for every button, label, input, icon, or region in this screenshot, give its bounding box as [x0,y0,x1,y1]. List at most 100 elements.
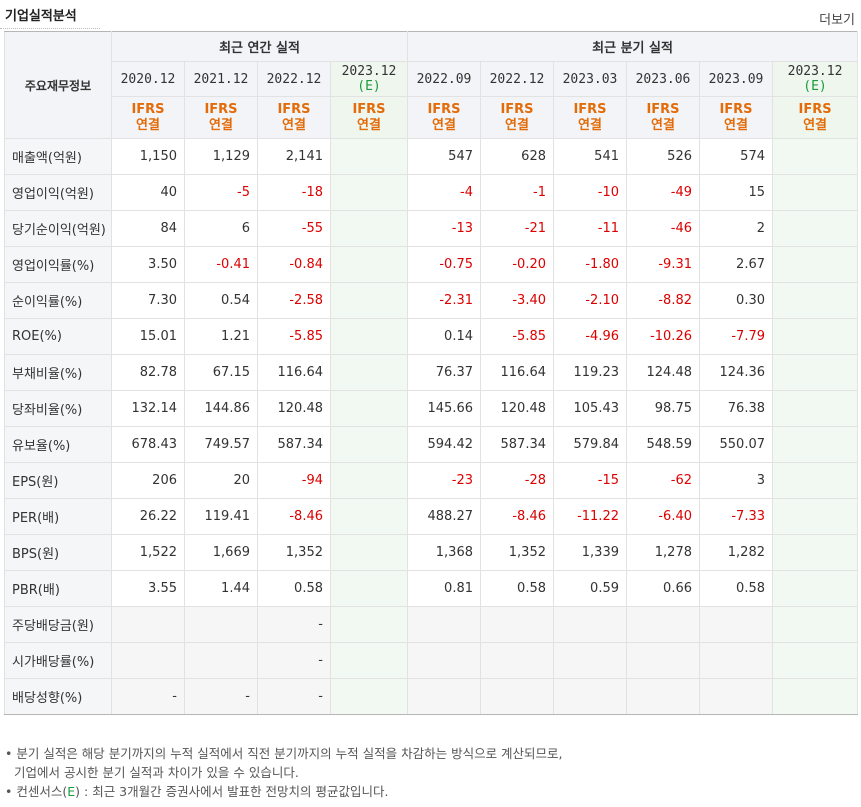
value-cell: 206 [111,462,185,499]
value-cell: -5.85 [257,318,331,355]
consolidated-label: 연결 [209,117,233,133]
value-cell: -8.82 [626,282,700,319]
value-cell [330,462,408,499]
value-cell [330,138,408,175]
consolidated-label: 연결 [803,117,827,133]
table-row: 영업이익(억원) 40 -5 -18 -4 -1 -10 -49 15 [4,174,859,211]
value-cell [771,174,859,211]
row-label: ROE(%) [4,318,112,355]
ifrs-label: IFRS [573,101,607,117]
value-cell [771,534,859,571]
value-cell [330,210,408,247]
ifrs-label: IFRS [427,101,461,117]
value-cell: 628 [480,138,554,175]
value-cell: 587.34 [480,426,554,463]
value-cell: 1,352 [257,534,331,571]
value-cell [771,498,859,535]
value-cell: 1,150 [111,138,185,175]
value-cell [330,282,408,319]
value-cell: 547 [407,138,481,175]
value-cell: 2.67 [699,246,773,283]
value-cell: 7.30 [111,282,185,319]
value-cell [771,282,859,319]
row-label: 배당성향(%) [4,678,112,715]
value-cell: -10 [553,174,627,211]
value-cell: -5 [184,174,258,211]
value-cell: 0.58 [480,570,554,607]
value-cell: -0.84 [257,246,331,283]
value-cell: -7.33 [699,498,773,535]
value-cell: -62 [626,462,700,499]
value-cell: 587.34 [257,426,331,463]
value-cell: 82.78 [111,354,185,391]
value-cell: -4.96 [553,318,627,355]
table-header: 주요재무정보 최근 연간 실적 최근 분기 실적 2020.12 2021.12 2022… [4,31,859,139]
value-cell: -1 [480,174,554,211]
value-cell: -7.79 [699,318,773,355]
table-row: 배당성향(%) - - - [4,678,859,715]
value-cell: 124.36 [699,354,773,391]
value-cell: 76.37 [407,354,481,391]
value-cell: 1,522 [111,534,185,571]
period-label: 2023.12 [787,64,843,79]
value-cell [771,462,859,499]
value-cell [407,606,481,643]
value-cell: 98.75 [626,390,700,427]
table-row: 매출액(억원) 1,150 1,129 2,141 547 628 541 526 574 [4,138,859,175]
value-cell: 84 [111,210,185,247]
more-link[interactable]: 더보기 [819,13,855,28]
value-cell: -8.46 [257,498,331,535]
value-cell [771,138,859,175]
value-cell: -55 [257,210,331,247]
value-cell: - [257,678,331,715]
value-cell: 119.41 [184,498,258,535]
period-header: 2021.12 [184,61,258,97]
value-cell: -21 [480,210,554,247]
value-cell: 145.66 [407,390,481,427]
table-row: ROE(%) 15.01 1.21 -5.85 0.14 -5.85 -4.96 -10.26… [4,318,859,355]
ifrs-label: IFRS [204,101,238,117]
value-cell [699,606,773,643]
value-cell: 0.66 [626,570,700,607]
value-cell: 76.38 [699,390,773,427]
value-cell: 574 [699,138,773,175]
consolidated-label: 연결 [651,117,675,133]
value-cell: -94 [257,462,331,499]
row-label: 영업이익률(%) [4,246,112,283]
table-row: 순이익률(%) 7.30 0.54 -2.58 -2.31 -3.40 -2.10 -8.82… [4,282,859,319]
period-header: 2023.09 [699,61,773,97]
value-cell: -13 [407,210,481,247]
value-cell: 67.15 [184,354,258,391]
value-cell [771,318,859,355]
value-cell: 2 [699,210,773,247]
value-cell: 124.48 [626,354,700,391]
consolidated-label: 연결 [578,117,602,133]
value-cell [553,642,627,679]
value-cell [771,426,859,463]
value-cell [480,642,554,679]
value-cell: - [257,606,331,643]
estimate-mark: (E) [357,79,381,94]
consolidated-label: 연결 [432,117,456,133]
value-cell: 0.58 [257,570,331,607]
row-label: PBR(배) [4,570,112,607]
footnote-1: • 분기 실적은 해당 분기까지의 누적 실적에서 직전 분기까지의 누적 실적… [5,746,563,761]
ifrs-label: IFRS [131,101,165,117]
value-cell: 15.01 [111,318,185,355]
table-row: 시가배당률(%) - [4,642,859,679]
accounting-standard-header: IFRS 연결 [699,96,773,139]
value-cell [771,246,859,283]
ifrs-label: IFRS [798,101,832,117]
value-cell: 0.59 [553,570,627,607]
accounting-standard-header: IFRS 연결 [184,96,258,139]
value-cell: 1,669 [184,534,258,571]
label-column-header: 주요재무정보 [4,31,112,139]
value-cell [184,606,258,643]
value-cell: 0.30 [699,282,773,319]
value-cell: -0.20 [480,246,554,283]
consolidated-label: 연결 [724,117,748,133]
value-cell: 105.43 [553,390,627,427]
value-cell: 0.14 [407,318,481,355]
table-row: PBR(배) 3.55 1.44 0.58 0.81 0.58 0.59 0.66 0.58 [4,570,859,607]
row-label: EPS(원) [4,462,112,499]
